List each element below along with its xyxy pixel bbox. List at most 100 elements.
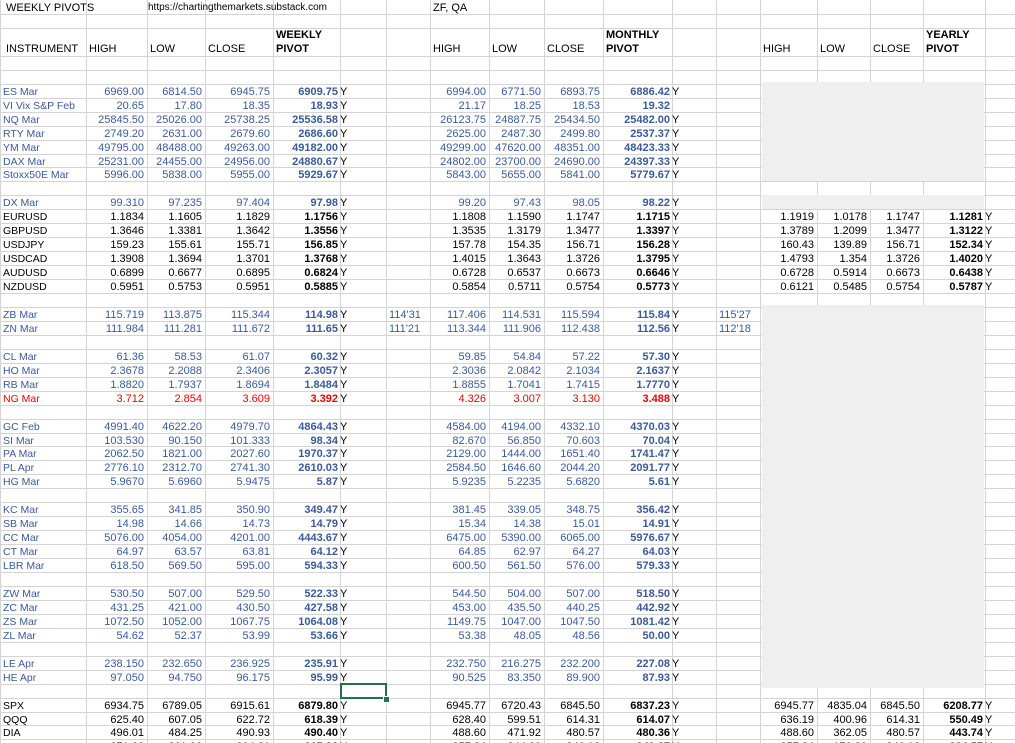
monthly-low[interactable]: 0.5711 [508, 281, 541, 293]
monthly-high[interactable]: 453.00 [452, 602, 486, 614]
monthly-pivot[interactable]: 2091.77 [630, 462, 670, 474]
monthly-close[interactable]: 0.6673 [566, 267, 600, 279]
weekly-close[interactable]: 18.35 [242, 100, 270, 112]
monthly-low[interactable]: 154.35 [507, 239, 541, 251]
weekly-close[interactable]: 24956.00 [224, 156, 270, 168]
weekly-flag[interactable]: Y [340, 253, 348, 265]
yearly-close[interactable]: 1.1747 [886, 211, 920, 223]
monthly-flag[interactable]: Y [672, 462, 680, 474]
monthly-flag[interactable]: Y [672, 379, 680, 391]
yearly-high[interactable]: 636.19 [780, 714, 814, 726]
monthly-pivot[interactable]: 1.3795 [636, 253, 670, 265]
weekly-pivot[interactable]: 2.3057 [304, 365, 338, 377]
monthly-flag[interactable]: Y [672, 365, 680, 377]
instrument-name[interactable]: QQQ [3, 714, 28, 726]
weekly-low[interactable]: 1.3694 [168, 253, 202, 265]
monthly-low[interactable]: 1.7041 [507, 379, 541, 391]
monthly-close[interactable]: 15.01 [572, 518, 600, 530]
instrument-name[interactable]: ZS Mar [3, 616, 38, 628]
instrument-name[interactable]: PL Apr [3, 462, 35, 474]
monthly-low[interactable]: 1.3179 [507, 225, 541, 237]
weekly-flag[interactable]: Y [340, 323, 348, 335]
yearly-close[interactable]: 1.3726 [886, 253, 920, 265]
weekly-pivot-32nds[interactable]: 114'31 [389, 309, 421, 321]
instrument-name[interactable]: SI Mar [3, 435, 34, 447]
weekly-high[interactable]: 115.719 [105, 309, 144, 321]
monthly-flag[interactable]: Y [672, 630, 680, 642]
header-yearly-pivot[interactable]: PIVOT [926, 43, 960, 55]
monthly-pivot[interactable]: 48423.33 [624, 142, 670, 154]
monthly-pivot[interactable]: 518.50 [636, 588, 670, 600]
monthly-high[interactable]: 21.17 [458, 100, 486, 112]
monthly-pivot[interactable]: 480.36 [636, 727, 670, 739]
weekly-flag[interactable]: Y [340, 727, 348, 739]
weekly-close[interactable]: 96.175 [236, 672, 270, 684]
instrument-name[interactable]: NQ Mar [3, 114, 40, 126]
yearly-close[interactable]: 0.5754 [886, 281, 920, 293]
weekly-flag[interactable]: Y [340, 476, 348, 488]
monthly-close[interactable]: 1.7415 [566, 379, 600, 391]
monthly-low[interactable]: 23700.00 [495, 156, 541, 168]
instrument-name[interactable]: KC Mar [3, 504, 39, 516]
weekly-pivot[interactable]: 5.87 [316, 476, 338, 488]
instrument-name[interactable]: CC Mar [3, 532, 40, 544]
monthly-high[interactable]: 82.670 [452, 435, 486, 447]
instrument-name[interactable]: VI Vix S&P Feb [3, 100, 75, 112]
weekly-close[interactable]: 529.50 [236, 588, 270, 600]
monthly-close[interactable]: 5841.00 [560, 169, 600, 181]
title-cell[interactable]: WEEKLY PIVOTS [6, 2, 95, 14]
monthly-low[interactable]: 18.25 [513, 100, 541, 112]
weekly-flag[interactable]: Y [340, 421, 348, 433]
weekly-flag[interactable]: Y [340, 100, 348, 112]
monthly-close[interactable]: 507.00 [566, 588, 600, 600]
yearly-flag[interactable]: Y [985, 211, 993, 223]
monthly-high[interactable]: 4584.00 [446, 421, 486, 433]
monthly-pivot[interactable]: 14.91 [642, 518, 670, 530]
instrument-name[interactable]: DX Mar [3, 197, 39, 209]
weekly-low[interactable]: 111.281 [163, 323, 202, 335]
weekly-pivot[interactable]: 427.58 [304, 602, 338, 614]
weekly-high[interactable]: 64.97 [116, 546, 144, 558]
monthly-pivot[interactable]: 1.3397 [636, 225, 670, 237]
monthly-flag[interactable]: Y [672, 156, 680, 168]
weekly-flag[interactable]: Y [340, 518, 348, 530]
weekly-pivot[interactable]: 64.12 [310, 546, 338, 558]
weekly-pivot[interactable]: 1.8484 [304, 379, 338, 391]
weekly-low[interactable]: 4054.00 [162, 532, 202, 544]
header-yearly-low[interactable]: LOW [820, 43, 846, 55]
yearly-pivot[interactable]: 1.3122 [949, 225, 983, 237]
monthly-close[interactable]: 1651.40 [560, 448, 600, 460]
weekly-low[interactable]: 421.00 [168, 602, 202, 614]
header-monthly-pivot[interactable]: PIVOT [606, 43, 640, 55]
monthly-pivot[interactable]: 19.32 [642, 100, 670, 112]
monthly-high[interactable]: 381.45 [452, 504, 486, 516]
monthly-pivot[interactable]: 579.33 [636, 560, 670, 572]
weekly-close[interactable]: 3.609 [242, 393, 270, 405]
monthly-close[interactable]: 6845.50 [560, 700, 600, 712]
monthly-close[interactable]: 0.5754 [566, 281, 600, 293]
monthly-high[interactable]: 24802.00 [440, 156, 486, 168]
weekly-close[interactable]: 155.71 [236, 239, 270, 251]
monthly-flag[interactable]: Y [672, 239, 680, 251]
monthly-high[interactable]: 628.40 [452, 714, 486, 726]
monthly-high[interactable]: 2.3036 [452, 365, 486, 377]
weekly-high[interactable]: 0.5951 [110, 281, 144, 293]
url-cell[interactable]: https://chartingthemarkets.substack.com [148, 2, 327, 13]
weekly-low[interactable]: 90.150 [168, 435, 202, 447]
monthly-close[interactable]: 614.31 [566, 714, 600, 726]
weekly-flag[interactable]: Y [340, 435, 348, 447]
weekly-flag[interactable]: Y [340, 142, 348, 154]
monthly-close[interactable]: 6065.00 [560, 532, 600, 544]
monthly-high[interactable]: 1.1808 [452, 211, 486, 223]
yearly-close[interactable]: 6845.50 [880, 700, 920, 712]
weekly-low[interactable]: 63.57 [174, 546, 202, 558]
instrument-name[interactable]: HE Apr [3, 672, 37, 684]
yearly-flag[interactable]: Y [985, 714, 993, 726]
weekly-high[interactable]: 238.150 [104, 658, 144, 670]
yearly-pivot[interactable]: 0.5787 [949, 281, 983, 293]
monthly-pivot[interactable]: 2537.37 [630, 128, 670, 140]
weekly-flag[interactable]: Y [340, 128, 348, 140]
monthly-pivot[interactable]: 1.7770 [636, 379, 670, 391]
monthly-high[interactable]: 2625.00 [446, 128, 486, 140]
monthly-pivot[interactable]: 5976.67 [630, 532, 670, 544]
